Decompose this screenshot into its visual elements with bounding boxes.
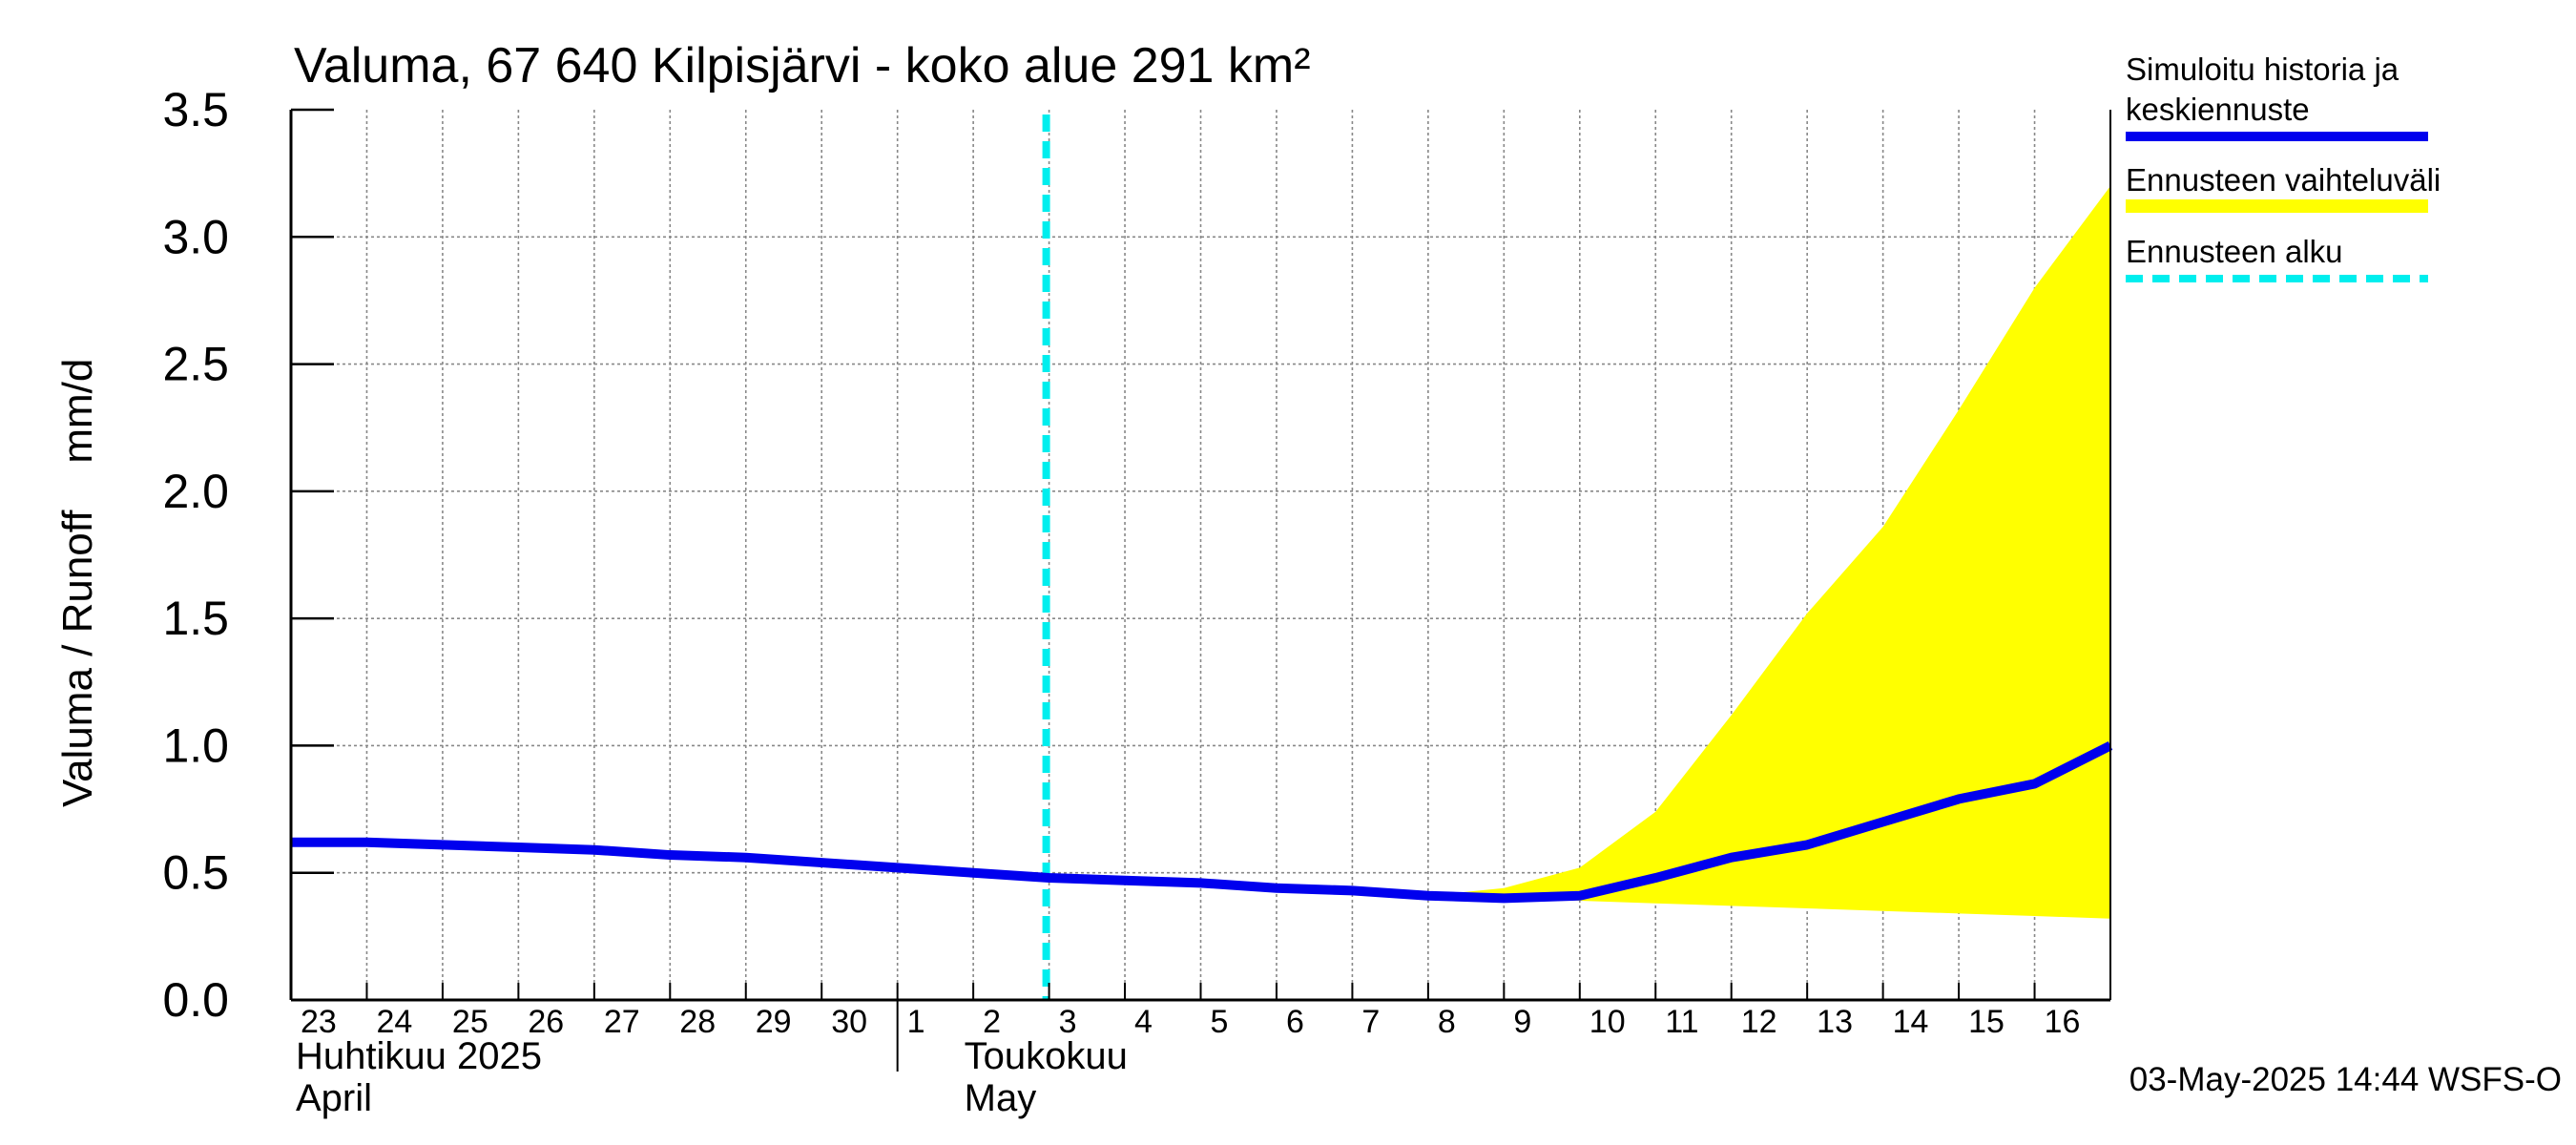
x-tick-label: 12 — [1741, 1004, 1777, 1040]
x-tick-label: 2 — [983, 1004, 1001, 1040]
x-tick-label: 28 — [679, 1004, 716, 1040]
x-tick-label: 6 — [1286, 1004, 1304, 1040]
y-tick-label: 1.0 — [162, 718, 229, 772]
legend: Simuloitu historia ja keskiennuste Ennus… — [2126, 52, 2441, 282]
y-axis-label: Valuma / Runoff mm/d — [54, 359, 101, 807]
x-axis: 23 24 25 26 27 28 29 30 1 2 3 4 5 6 7 8 9 10 11 12 13 14 15 16H… — [290, 983, 2081, 1119]
x-tick-label: 8 — [1438, 1004, 1456, 1040]
footer-timestamp: 03-May-2025 14:44 WSFS-O — [2129, 1061, 2562, 1098]
x-tick-label: 30 — [831, 1004, 867, 1040]
y-tick-label: 1.5 — [162, 592, 229, 645]
x-tick-label: 14 — [1893, 1004, 1929, 1040]
y-tick-label: 3.0 — [162, 210, 229, 263]
x-tick-label: 1 — [907, 1004, 925, 1040]
x-tick-label: 3 — [1059, 1004, 1077, 1040]
x-tick-label: 29 — [756, 1004, 792, 1040]
y-tick-label: 0.5 — [162, 846, 229, 900]
x-tick-label: 5 — [1211, 1004, 1229, 1040]
x-tick-label: 26 — [528, 1004, 564, 1040]
legend-label-history-2: keskiennuste — [2126, 92, 2310, 127]
month-label-en: May — [965, 1077, 1037, 1119]
month-label-en: April — [296, 1077, 372, 1119]
series-layer — [290, 114, 2113, 1000]
y-tick-label: 2.5 — [162, 338, 229, 391]
legend-label-history: Simuloitu historia ja — [2126, 52, 2399, 87]
x-tick-label: 24 — [376, 1004, 412, 1040]
forecast-range-layer — [1427, 185, 2110, 919]
month-label-fi: Huhtikuu 2025 — [296, 1035, 542, 1077]
y-tick-label: 2.0 — [162, 465, 229, 518]
x-tick-label: 15 — [1968, 1004, 2005, 1040]
x-tick-label: 25 — [452, 1004, 488, 1040]
x-tick-label: 16 — [2045, 1004, 2081, 1040]
legend-label-range: Ennusteen vaihteluväli — [2126, 162, 2441, 198]
x-tick-label: 11 — [1665, 1004, 1698, 1040]
y-tick-label: 0.0 — [162, 973, 229, 1027]
x-tick-label: 9 — [1513, 1004, 1531, 1040]
forecast-range-band — [1427, 185, 2110, 919]
y-axis: 0.0 0.5 1.0 1.5 2.0 2.5 3.0 3.5 — [162, 83, 334, 1027]
x-tick-label: 13 — [1817, 1004, 1853, 1040]
chart-title: Valuma, 67 640 Kilpisjärvi - koko alue 2… — [294, 38, 1311, 94]
x-tick-label: 7 — [1361, 1004, 1380, 1040]
legend-label-forecast-start: Ennusteen alku — [2126, 234, 2343, 269]
y-tick-label: 3.5 — [162, 83, 229, 136]
x-tick-label: 4 — [1134, 1004, 1153, 1040]
x-tick-label: 27 — [604, 1004, 640, 1040]
month-label-fi: Toukokuu — [965, 1035, 1128, 1077]
x-tick-label: 23 — [301, 1004, 337, 1040]
x-tick-label: 10 — [1589, 1004, 1626, 1040]
